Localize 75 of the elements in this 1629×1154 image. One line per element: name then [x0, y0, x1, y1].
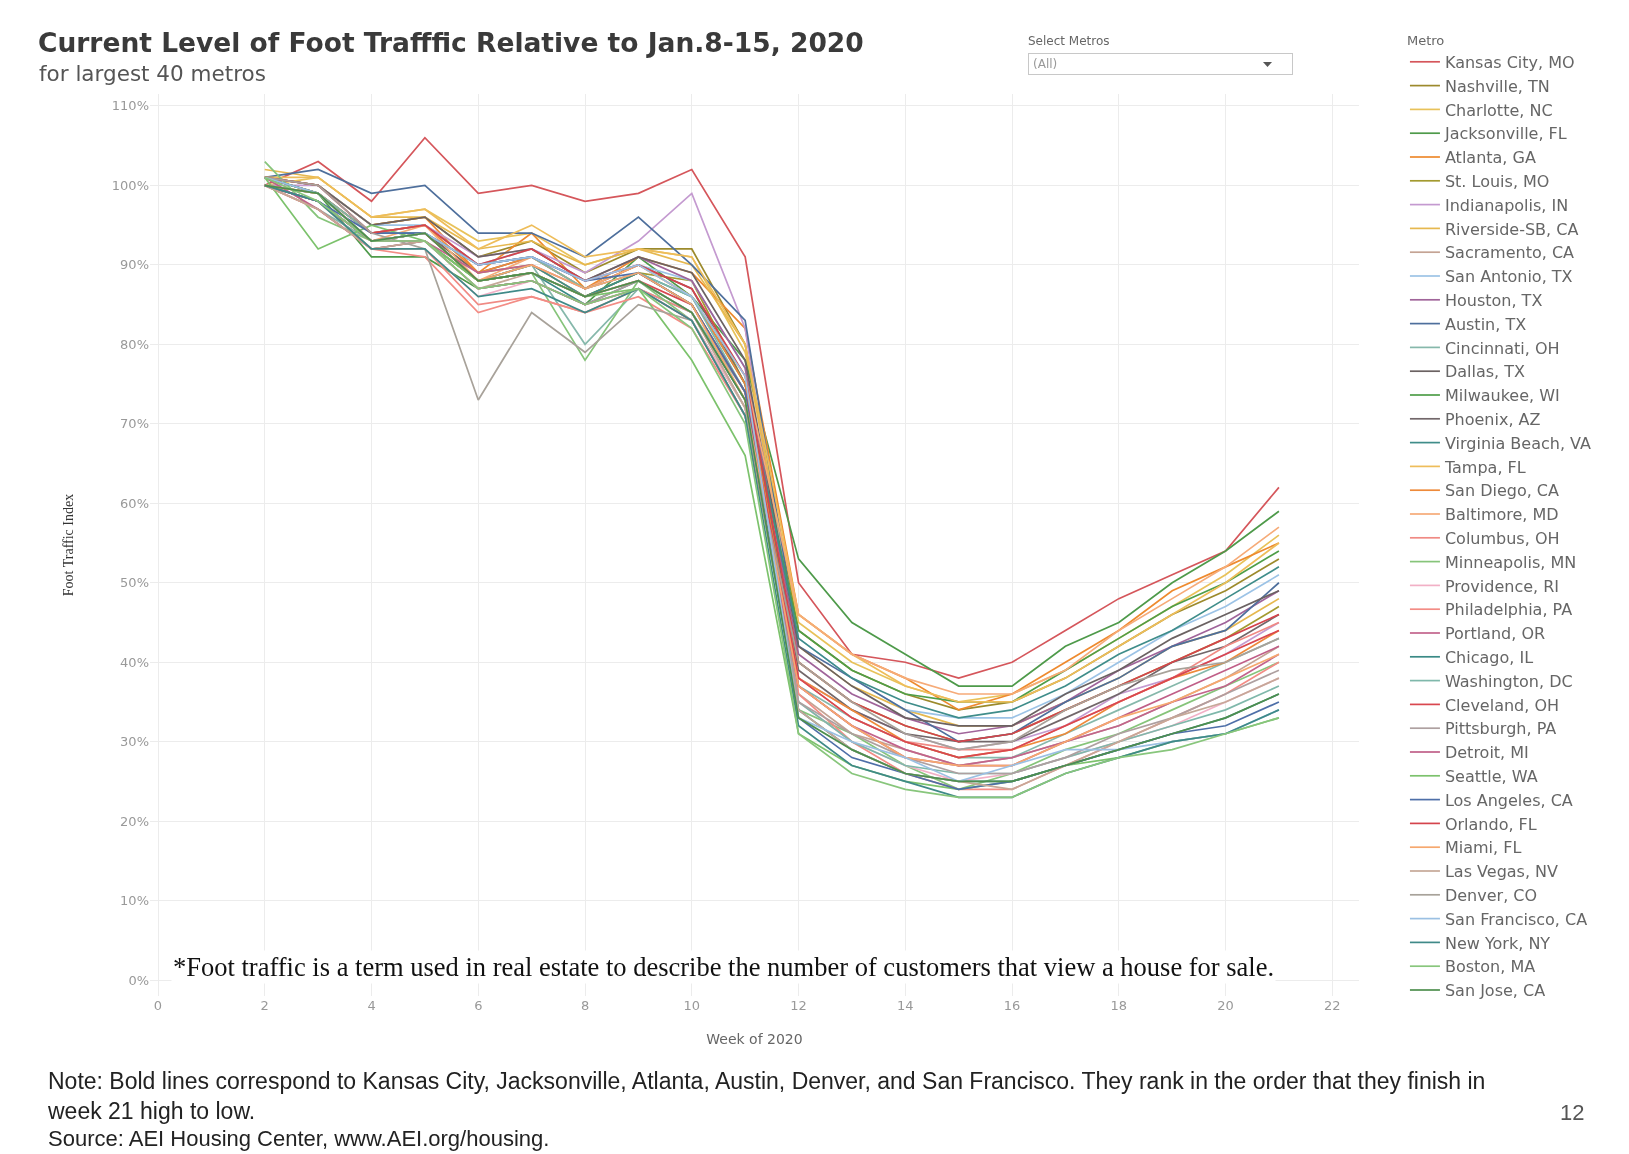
legend-label: Baltimore, MD — [1444, 505, 1559, 525]
chart-title: Current Level of Foot Trafffic Relative to Jan.8-15, 2020 — [37, 27, 864, 59]
y-tick-label: 100% — [111, 177, 149, 193]
legend-label: Chicago, IL — [1444, 648, 1534, 668]
y-tick-label: 60% — [120, 495, 149, 511]
legend-label: San Francisco, CA — [1444, 909, 1588, 929]
legend-label: Austin, TX — [1444, 314, 1527, 334]
legend-label: Riverside-SB, CA — [1444, 219, 1579, 239]
legend-label: Pittsburgh, PA — [1444, 719, 1557, 739]
legend-label: Miami, FL — [1444, 838, 1522, 858]
y-tick-label: 70% — [120, 416, 149, 432]
x-tick-label: 0 — [153, 998, 163, 1013]
legend-label: Orlando, FL — [1444, 814, 1537, 834]
legend-label: St. Louis, MO — [1444, 172, 1550, 192]
y-tick-label: 80% — [120, 336, 149, 352]
y-tick-label: 30% — [120, 734, 149, 750]
legend-label: Boston, MA — [1444, 957, 1536, 977]
legend-label: Las Vegas, NV — [1444, 862, 1559, 882]
x-tick-label: 18 — [1110, 998, 1128, 1013]
x-tick-label: 6 — [474, 998, 483, 1013]
text: 12 — [1560, 1099, 1585, 1127]
legend-label: Cleveland, OH — [1444, 695, 1560, 715]
legend-label: Dallas, TX — [1444, 362, 1526, 382]
dropdown-field: (All) — [1028, 53, 1293, 75]
legend-label: Seattle, WA — [1444, 767, 1538, 787]
legend-label: Minneapolis, MN — [1444, 552, 1577, 572]
legend-label: Providence, RI — [1444, 576, 1560, 596]
legend-label: Philadelphia, PA — [1444, 600, 1573, 620]
text: Note: Bold lines correspond to Kansas City, Jacksonville, Atlanta, Austin, Denver, and San Francisco. They rank in the order that they finish in week 21 high to low. — [48, 1067, 1487, 1126]
legend-label: Indianapolis, IN — [1444, 195, 1569, 215]
legend-label: Charlotte, NC — [1444, 100, 1553, 120]
annotation: *Foot traffic is a term used in real estate to describe the number of customers that view a house for sale. — [173, 952, 1275, 982]
legend-label: Columbus, OH — [1444, 529, 1560, 549]
y-tick-label: 40% — [120, 654, 149, 670]
legend-label: Los Angeles, CA — [1444, 790, 1573, 810]
legend-label: Jacksonville, FL — [1443, 124, 1567, 144]
legend-label: New York, NY — [1444, 933, 1551, 953]
legend-label: Nashville, TN — [1444, 76, 1550, 96]
x-tick-label: 22 — [1324, 998, 1341, 1013]
legend-label: Milwaukee, WI — [1444, 386, 1560, 406]
legend-label: Denver, CO — [1444, 886, 1538, 906]
x-tick-label: 14 — [897, 998, 914, 1013]
legend-title: Metro — [1406, 32, 1445, 48]
legend-label: Houston, TX — [1444, 291, 1543, 311]
x-tick-label: 20 — [1217, 998, 1234, 1013]
x-tick-label: 4 — [367, 998, 376, 1013]
legend-label: Cincinnati, OH — [1444, 338, 1560, 358]
x-tick-label: 16 — [1003, 998, 1021, 1013]
source-note: Source: AEI Housing Center, www.AEI.org/housing. — [48, 1126, 550, 1152]
legend-label: Phoenix, AZ — [1444, 410, 1541, 430]
y-tick-label: 20% — [120, 813, 149, 829]
legend-label: Tampa, FL — [1443, 457, 1526, 477]
legend-label: Portland, OR — [1444, 624, 1546, 644]
x-tick-label: 10 — [683, 998, 701, 1013]
y-tick-label: 0% — [128, 972, 149, 988]
legend-label: Washington, DC — [1444, 671, 1573, 691]
y-axis-title: Foot Traffic Index — [61, 493, 77, 597]
chart-subtitle: for largest 40 metros — [39, 61, 266, 86]
text: Select Metros — [1028, 34, 1110, 49]
legend-label: Kansas City, MO — [1444, 53, 1575, 73]
legend-label: Detroit, MI — [1444, 743, 1529, 763]
y-tick-label: 90% — [120, 257, 149, 273]
legend-label: San Diego, CA — [1444, 481, 1560, 501]
y-tick-label: 110% — [111, 98, 149, 114]
x-tick-label: 12 — [790, 998, 807, 1013]
legend-label: Sacramento, CA — [1444, 243, 1575, 263]
x-tick-label: 8 — [580, 998, 590, 1013]
x-axis-title: Week of 2020 — [706, 1031, 803, 1048]
legend-label: Atlanta, GA — [1444, 148, 1536, 168]
y-tick-label: 50% — [120, 575, 149, 591]
y-tick-label: 10% — [120, 893, 149, 909]
legend-label: San Antonio, TX — [1444, 267, 1573, 287]
legend-label: San Jose, CA — [1444, 981, 1546, 1001]
legend-label: Virginia Beach, VA — [1444, 433, 1592, 453]
x-tick-label: 2 — [260, 998, 269, 1013]
